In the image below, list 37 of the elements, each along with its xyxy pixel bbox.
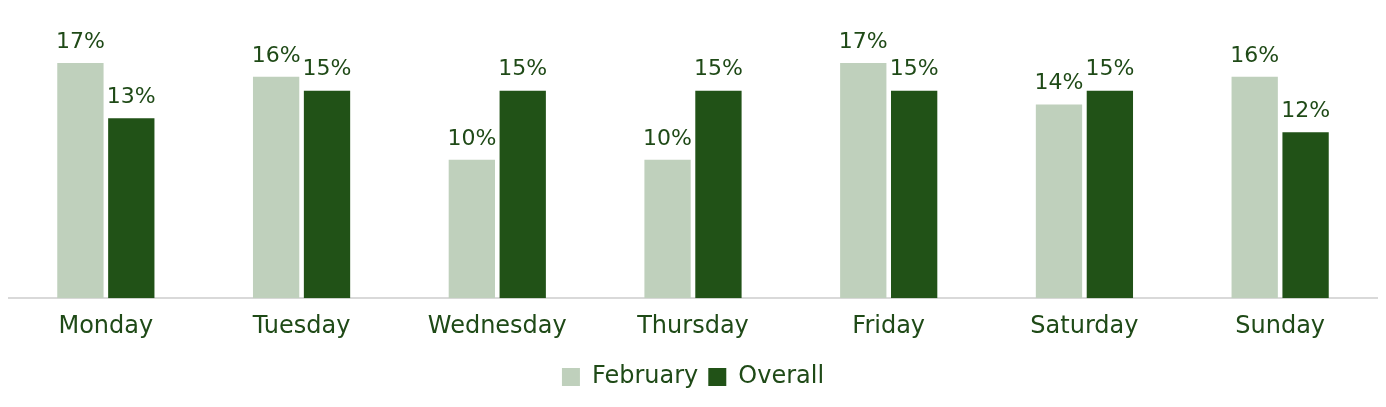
data-label: 16% [251,41,301,67]
bar [57,63,104,299]
legend-label: Overall [738,361,825,390]
x-tick-label: Wednesday [427,310,567,339]
bar [108,118,155,299]
data-label: 17% [55,27,105,53]
bar [695,90,742,299]
bar [1035,104,1083,299]
x-tick-label: Thursday [636,310,749,339]
bar [448,159,495,299]
bar [1282,132,1329,299]
data-label: 16% [1230,41,1280,67]
legend-label: February [591,361,699,390]
bar [1231,76,1278,299]
bar [499,90,546,299]
data-label: 15% [889,55,939,81]
x-tick-label: Monday [58,310,154,339]
bar [644,159,691,299]
data-label: 15% [498,55,548,81]
data-label: 14% [1034,69,1084,95]
data-label: 15% [1085,55,1135,81]
data-label: 15% [302,55,352,81]
bar [303,90,351,299]
data-label: 10% [643,124,693,150]
data-label: 13% [106,83,156,109]
x-tick-label: Friday [852,310,926,339]
bar [1086,90,1134,299]
x-tick-label: Tuesday [251,310,351,339]
data-label: 15% [693,55,743,81]
bar [252,76,300,299]
data-label: 12% [1281,96,1331,122]
bar [891,90,938,299]
x-tick-label: Saturday [1030,310,1139,339]
data-label: 10% [447,124,497,150]
data-label: 17% [838,27,888,53]
bar [840,63,887,299]
x-tick-label: Sunday [1235,310,1326,339]
